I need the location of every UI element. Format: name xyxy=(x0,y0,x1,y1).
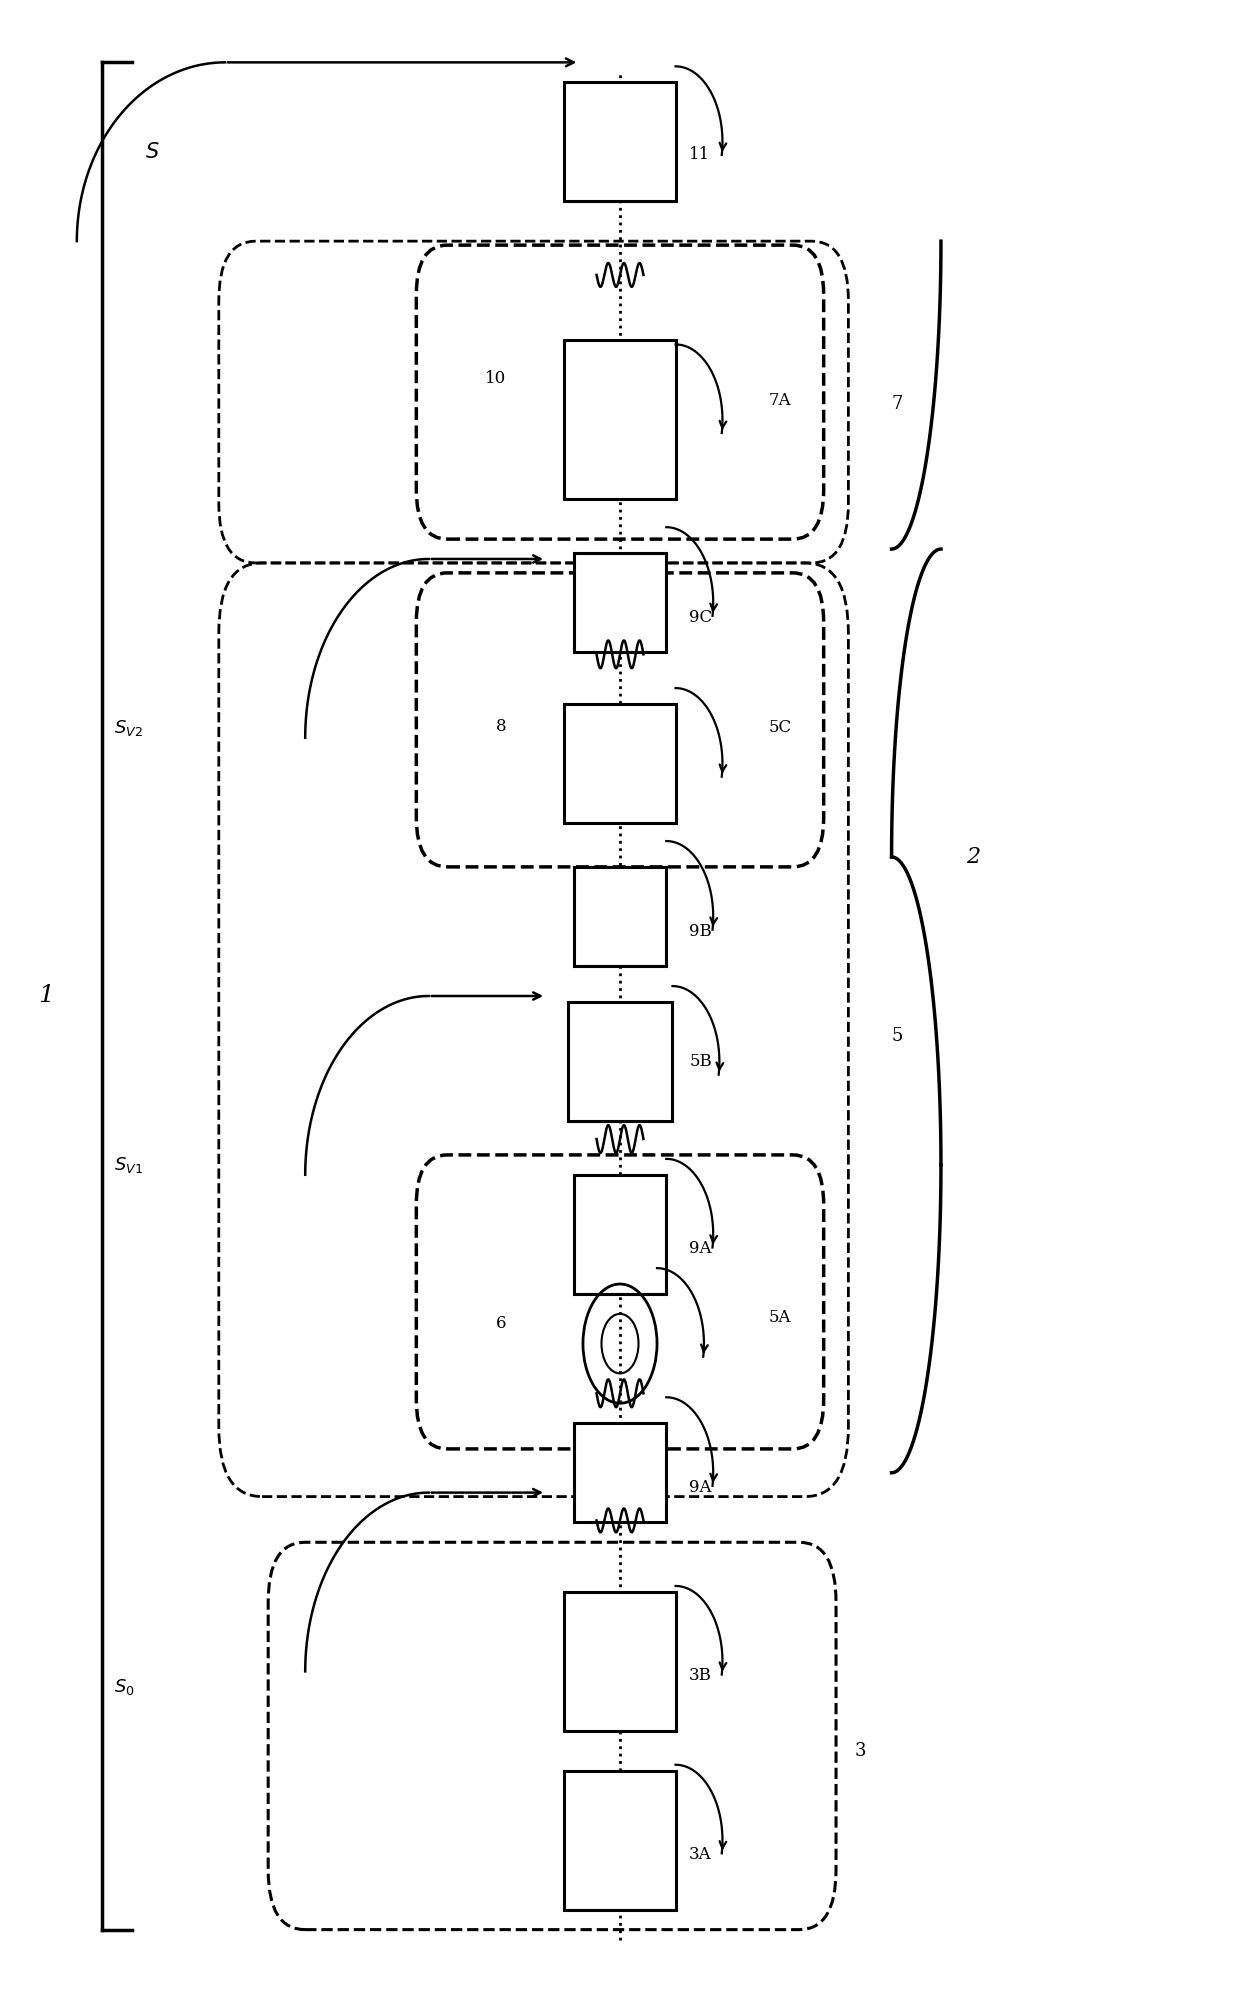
Text: 7: 7 xyxy=(892,394,903,412)
Text: 5B: 5B xyxy=(689,1054,712,1070)
Text: 1: 1 xyxy=(38,984,53,1008)
Bar xyxy=(564,82,676,201)
Bar xyxy=(574,554,666,651)
Bar xyxy=(564,341,676,500)
Text: 10: 10 xyxy=(485,371,506,386)
Text: $S_{V1}$: $S_{V1}$ xyxy=(114,1155,143,1175)
Text: $S_0$: $S_0$ xyxy=(114,1677,134,1697)
Text: $S_{V2}$: $S_{V2}$ xyxy=(114,717,143,737)
Text: 9A: 9A xyxy=(689,1478,712,1496)
Text: 3A: 3A xyxy=(689,1847,712,1863)
Text: 9B: 9B xyxy=(689,922,712,940)
Bar xyxy=(574,1175,666,1295)
Text: 8: 8 xyxy=(496,717,506,735)
Text: 5A: 5A xyxy=(768,1309,791,1327)
Text: 2: 2 xyxy=(966,847,980,869)
Text: 3: 3 xyxy=(854,1741,866,1759)
Text: 11: 11 xyxy=(689,145,711,163)
Bar xyxy=(574,1422,666,1522)
Text: 5C: 5C xyxy=(768,719,791,737)
Bar xyxy=(568,1002,672,1121)
Text: 9A: 9A xyxy=(689,1241,712,1257)
Text: 6: 6 xyxy=(496,1315,506,1333)
Text: 7A: 7A xyxy=(768,392,791,408)
Text: 9C: 9C xyxy=(689,610,712,625)
Bar xyxy=(574,867,666,966)
Bar xyxy=(564,1771,676,1910)
Text: $S$: $S$ xyxy=(145,141,159,161)
Bar xyxy=(564,1592,676,1731)
Text: 3B: 3B xyxy=(689,1667,712,1685)
Text: 5: 5 xyxy=(892,1026,903,1044)
Bar xyxy=(564,703,676,823)
